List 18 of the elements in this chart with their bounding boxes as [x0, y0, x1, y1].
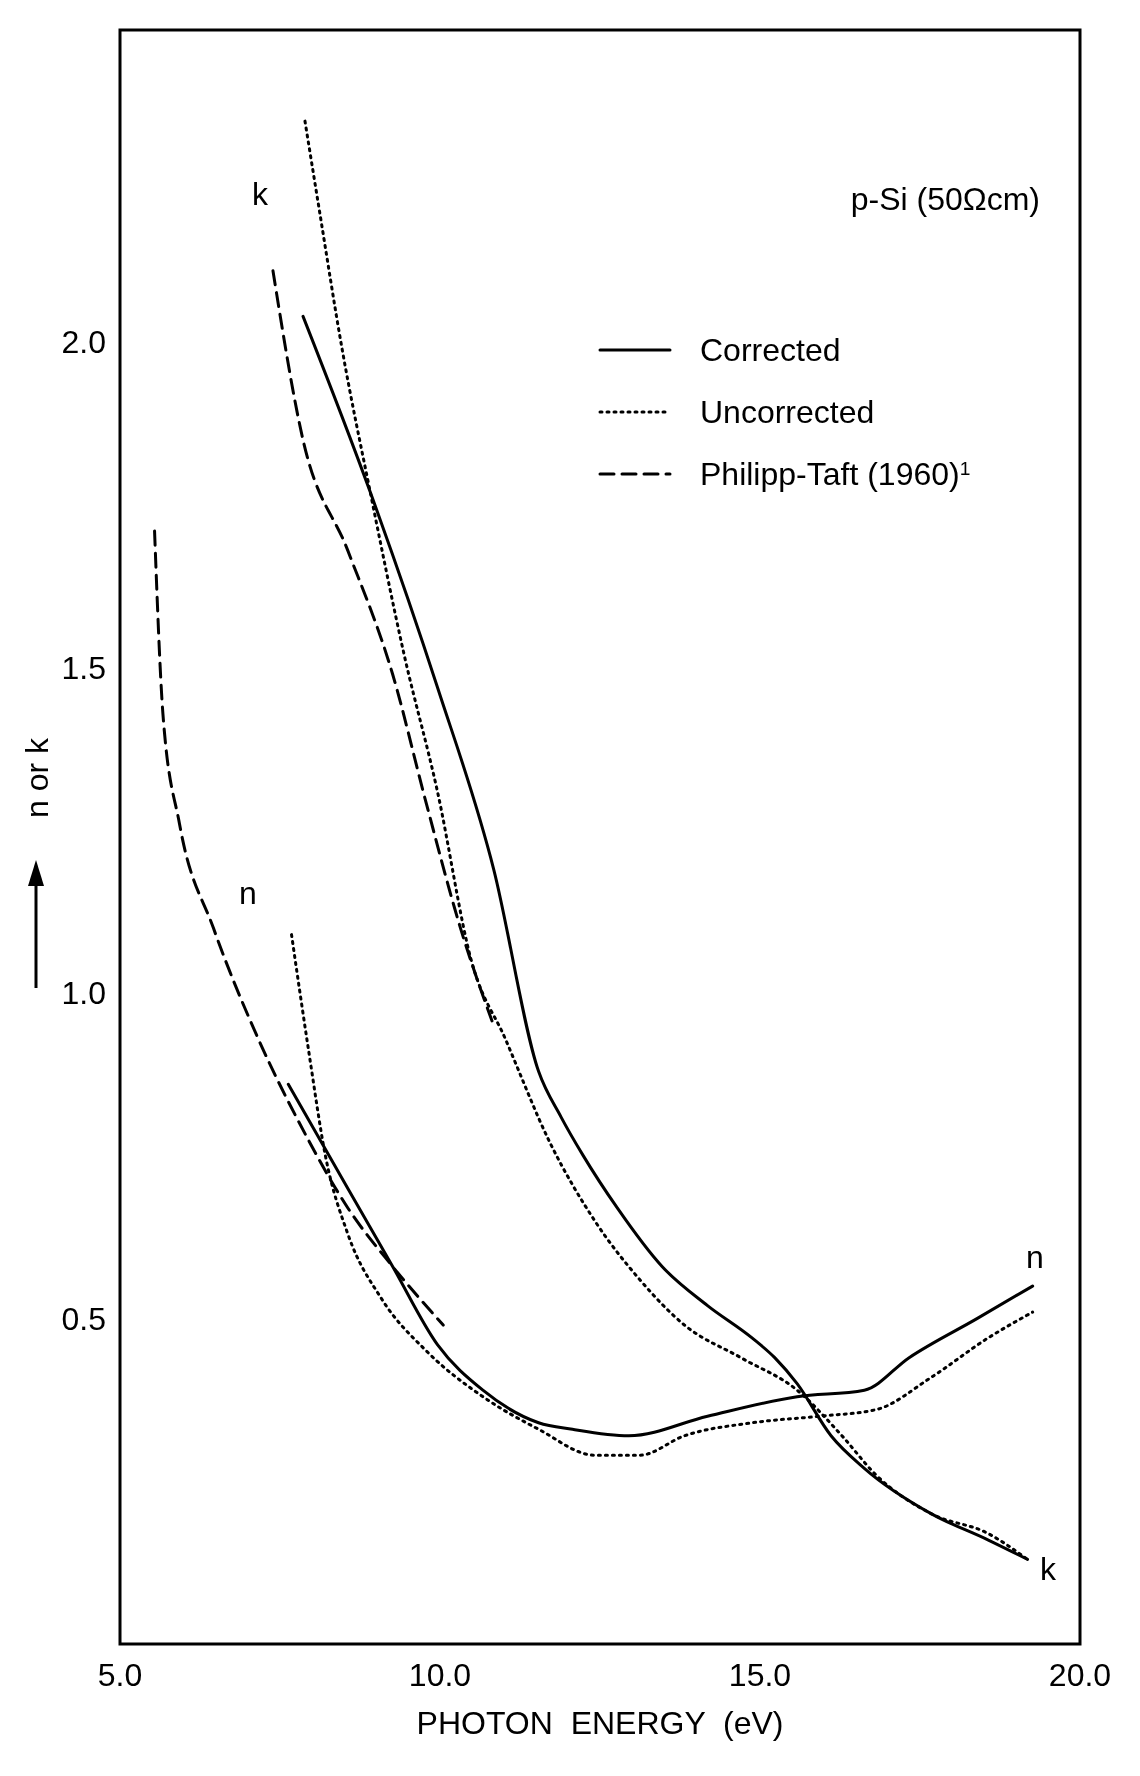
y-tick-label: 2.0 [61, 324, 106, 361]
annotation: k [1040, 1551, 1057, 1587]
y-tick-label: 1.0 [61, 975, 106, 1012]
y-tick-label: 0.5 [61, 1300, 106, 1337]
y-tick-label: 1.5 [61, 649, 106, 686]
annotation: p-Si (50Ωcm) [850, 181, 1040, 217]
x-tick-label: 15.0 [728, 1657, 792, 1693]
annotation: n [1026, 1239, 1044, 1275]
x-axis-title: PHOTON ENERGY (eV) [416, 1705, 784, 1741]
legend-label: Corrected [700, 332, 841, 368]
legend-label: Uncorrected [700, 394, 875, 430]
x-tick-label: 10.0 [408, 1657, 472, 1693]
legend-label: Philipp-Taft (1960)$^{1}$ [700, 456, 971, 492]
annotation: n [239, 875, 257, 911]
annotation: k [252, 176, 269, 212]
x-tick-label: 5.0 [97, 1657, 143, 1693]
y-axis-title: n or k [19, 736, 55, 819]
x-tick-label: 20.0 [1048, 1657, 1112, 1693]
